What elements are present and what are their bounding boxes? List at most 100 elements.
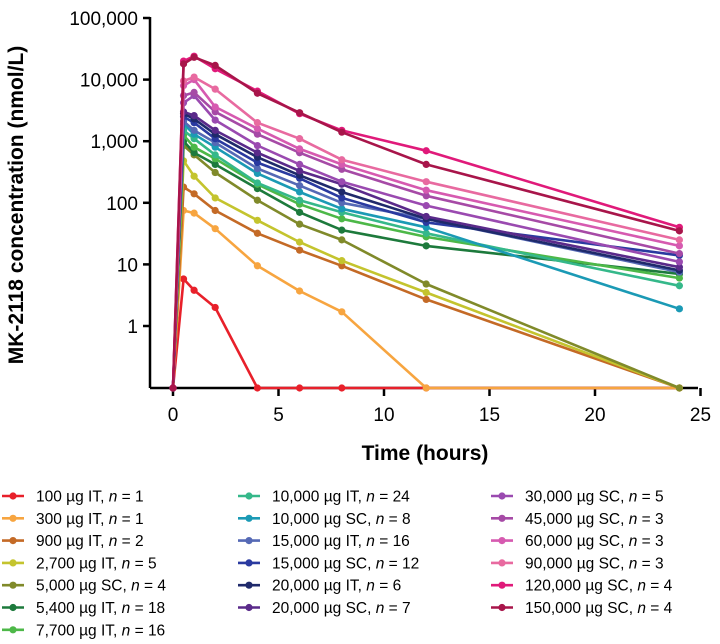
legend-equals: =: [130, 600, 148, 617]
legend-n-value: 2: [135, 533, 144, 550]
legend-equals: =: [117, 511, 135, 528]
data-point: [296, 188, 304, 196]
legend-series-name: 10,000 µg IT: [272, 489, 360, 506]
legend-equals: =: [375, 533, 393, 550]
legend-item: 10,000 µg SC, n = 8: [238, 511, 411, 528]
legend-item: 20,000 µg IT, n = 6: [238, 578, 401, 595]
data-point: [675, 282, 684, 290]
legend-n-symbol: n: [629, 555, 638, 572]
legend-n-value: 1: [135, 511, 144, 528]
legend-n-symbol: n: [122, 622, 131, 639]
legend-equals: =: [117, 533, 135, 550]
legend-separator: ,: [629, 600, 638, 617]
legend-series-name: 300 µg IT: [36, 511, 102, 528]
legend-n-symbol: n: [376, 600, 385, 617]
data-point: [253, 196, 261, 204]
legend-swatch-marker: [498, 559, 506, 567]
legend-n-value: 4: [664, 600, 673, 617]
legend-n-value: 16: [148, 622, 165, 639]
data-point: [253, 158, 261, 167]
data-point: [190, 53, 198, 61]
series-5: [169, 141, 684, 392]
legend-equals: =: [130, 622, 148, 639]
series-19: [169, 53, 684, 392]
data-point: [675, 249, 684, 258]
data-point: [190, 149, 198, 157]
legend-swatch-marker: [245, 559, 253, 567]
data-point: [422, 229, 430, 237]
legend-swatch-marker: [245, 514, 253, 522]
data-point: [211, 116, 219, 124]
legend-item: 90,000 µg SC, n = 3: [491, 555, 664, 572]
legend-separator: ,: [620, 511, 629, 528]
data-point: [190, 126, 198, 134]
data-point: [190, 88, 198, 96]
legend-item: 5,000 µg SC, n = 4: [2, 578, 166, 595]
legend-series-name: 7,700 µg IT: [36, 622, 115, 639]
data-point: [675, 274, 684, 282]
legend-swatch-marker: [245, 581, 253, 589]
legend-n-value: 7: [402, 600, 411, 617]
y-tick-label: 10: [117, 255, 138, 276]
data-point: [190, 209, 198, 217]
legend-item: 5,400 µg IT, n = 18: [2, 600, 165, 617]
legend-swatch-marker: [9, 537, 17, 545]
legend-n-value: 1: [135, 489, 144, 506]
legend-n-symbol: n: [109, 511, 118, 528]
legend-label: 100 µg IT, n = 1: [36, 489, 144, 506]
legend-n-symbol: n: [109, 489, 118, 506]
data-point: [422, 288, 430, 297]
data-point: [211, 168, 219, 177]
legend-label: 45,000 µg SC, n = 3: [525, 511, 664, 528]
legend-equals: =: [130, 555, 148, 572]
data-point: [338, 128, 346, 136]
data-point: [211, 61, 219, 70]
data-point: [211, 225, 219, 233]
data-point: [296, 246, 304, 254]
legend-swatch-marker: [498, 514, 506, 522]
data-point: [211, 151, 219, 159]
data-point: [211, 103, 219, 111]
legend-swatch-marker: [245, 492, 253, 500]
legend-item: 15,000 µg IT, n = 16: [238, 533, 410, 550]
legend-n-symbol: n: [637, 600, 646, 617]
data-point: [190, 172, 198, 180]
data-point: [675, 227, 684, 235]
legend-n-symbol: n: [629, 489, 638, 506]
series-7: [169, 131, 684, 392]
data-point: [211, 194, 219, 202]
data-point: [296, 160, 304, 169]
legend-n-symbol: n: [122, 600, 131, 617]
legend-n-symbol: n: [366, 578, 375, 595]
legend-n-value: 6: [393, 578, 402, 595]
data-point: [211, 160, 219, 169]
data-point: [675, 242, 684, 250]
data-point: [211, 206, 219, 215]
data-point: [422, 160, 430, 169]
legend-label: 5,400 µg IT, n = 18: [36, 600, 165, 617]
data-point: [253, 384, 261, 392]
legend-n-symbol: n: [376, 511, 385, 528]
legend-series-name: 150,000 µg SC: [525, 600, 629, 617]
data-point: [253, 179, 261, 187]
legend-series-name: 30,000 µg SC: [525, 489, 620, 506]
data-point: [422, 186, 430, 194]
legend-n-value: 24: [393, 489, 411, 506]
data-point: [338, 194, 346, 202]
data-point: [296, 384, 304, 392]
data-point: [422, 295, 430, 304]
data-point: [338, 308, 346, 316]
data-point: [338, 384, 346, 392]
x-tick-label: 15: [479, 405, 500, 426]
x-ticks: 0 5 10 15 20 25: [168, 388, 711, 426]
legend-label: 60,000 µg SC, n = 3: [525, 533, 664, 550]
data-point: [253, 149, 261, 157]
y-tick-label: 100,000: [69, 9, 138, 30]
plot-area: [169, 52, 684, 392]
legend-n-value: 4: [664, 578, 673, 595]
data-point: [253, 229, 261, 237]
legend-label: 10,000 µg IT, n = 24: [272, 489, 410, 506]
data-point: [675, 384, 684, 392]
legend-equals: =: [384, 511, 402, 528]
legend-item: 60,000 µg SC, n = 3: [491, 533, 664, 550]
